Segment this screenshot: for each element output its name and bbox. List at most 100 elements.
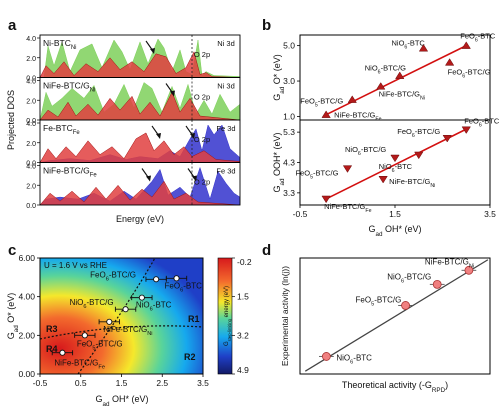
panel-b-scaling: NiO6-BTC FeO6-BTC NiO6-BTC/G FeO6-BTC/G NiFe… (272, 32, 500, 238)
pdos-arrowhead (170, 90, 175, 97)
pdos-metal-series-label: Ni 3d (217, 39, 235, 48)
panel-d-point (321, 352, 331, 361)
panel-b-bottom-point (390, 154, 400, 163)
panel-b-bottom-point (414, 151, 424, 160)
panel-b-top-point-label: NiFe-BTC/GFe (334, 111, 381, 123)
pdos-subpanel-title: NiFe-BTC/GNi (43, 81, 95, 94)
panel-b-ytick-label: 4.3 (283, 158, 295, 168)
panel-c-point-label: FeO5-BTC/G (77, 339, 123, 351)
panel-c-heatmap: U = 1.6 V vs RHE R1 R2 R3 R4 FeO6-BTC/G FeO6-B… (6, 253, 252, 406)
panel-c-ylabel: Gad O* (eV) (6, 293, 20, 340)
panel-b-xtick-label: 1.5 (389, 209, 401, 219)
panel-d-point-label: NiO6-BTC (336, 353, 372, 365)
panel-d-frame (299, 257, 491, 375)
heatmap-boundary-2 (40, 325, 203, 340)
panel-d-activity: NiFe-BTC/GNi NiO6-BTC/G FeO5-BTC/G NiO6-BTC… (280, 257, 491, 394)
panel-a-ylabel: Projected DOS (6, 90, 16, 150)
pdos-ytick-label: 4.0 (26, 121, 36, 128)
panel-b-top-point (347, 95, 357, 103)
pdos-o2p-area (40, 132, 240, 163)
pdos-arrowhead (146, 175, 151, 182)
pdos-o2p-area (40, 180, 240, 205)
panel-c-xtick-label: -0.5 (33, 378, 48, 388)
panel-b-bottom-point (321, 195, 331, 204)
pdos-o2p-series-label: O 2p (194, 135, 210, 144)
panel-c-ytick-label: 4.00 (18, 292, 35, 302)
panel-a-pdos: Ni-BTCNi Ni 3d O 2p 0.0 2.0 4.0 NiFe-BTC/GNi Ni… (6, 34, 241, 224)
panel-c-point-label: NiO6-BTC/G (70, 298, 114, 310)
pdos-ytick-label: 0.0 (26, 118, 36, 125)
panel-d-point-label: NiO6-BTC/G (387, 272, 431, 284)
panel-c-point-label: NiO6-BTC (136, 301, 172, 313)
pdos-metal-series-label: Fe 3d (216, 167, 235, 176)
panel-c-point (153, 276, 160, 283)
pdos-ytick-label: 0.0 (26, 161, 36, 168)
pdos-ytick-label: 2.0 (26, 56, 36, 63)
colorbar-tick-label: -0.2 (237, 257, 252, 267)
pdos-ytick-label: 4.0 (26, 36, 36, 43)
panel-b-top-point (321, 110, 331, 118)
panel-d-point (464, 265, 474, 275)
pdos-subpanel-frame (39, 162, 241, 206)
panel-b-top-point-label: NiFe-BTC/GNi (379, 89, 425, 101)
panel-c-region-label: R3 (46, 324, 58, 334)
panel-b-xtick-label: 3.5 (484, 209, 496, 219)
panel-c-xtick-label: 1.5 (116, 378, 128, 388)
panel-c-ytick-label: 0.00 (18, 369, 35, 379)
panel-b-top-point-label: FeO6-BTC/G (448, 67, 491, 79)
colorbar-tick-label: 1.5 (237, 292, 249, 302)
pdos-metal-series-label: Ni 3d (217, 82, 235, 91)
panel-b-ytick-label: 5.3 (283, 127, 295, 137)
panel-c-annotation: U = 1.6 V vs RHE (44, 261, 107, 270)
panel-b-xtick-label: -0.5 (293, 209, 308, 219)
panel-b-bottom-point-label: NiO6-BTC/G (345, 145, 386, 157)
pdos-o2p-series-label: O 2p (194, 178, 210, 187)
panel-c-xtick-label: 2.5 (156, 378, 168, 388)
panel-label-c: c (8, 242, 16, 259)
panel-c-ytick-label: 2.00 (18, 330, 35, 340)
panel-b-bottom-point (378, 176, 388, 184)
pdos-arrowhead (190, 133, 195, 139)
panel-c-point-label: FeO6-BTC (165, 281, 203, 293)
panel-b-xlabel: Gad OH* (eV) (368, 224, 421, 238)
pdos-ytick-label: 0.0 (26, 76, 36, 83)
pdos-ytick-label: 2.0 (26, 141, 36, 148)
panel-b-top-point (461, 41, 471, 49)
panel-c-point-label: NiFe-BTC/GNi (103, 325, 152, 337)
panel-b-top-point (376, 82, 386, 90)
colorbar (217, 257, 233, 375)
panel-b-top-point (418, 44, 429, 52)
panel-b-bottom-point (461, 126, 471, 134)
panel-b-bottom-point-label: NiFe-BTC/GFe (324, 202, 371, 214)
panel-c-point (106, 318, 113, 325)
pdos-subpanel-title: NiFe-BTC/GFe (43, 166, 97, 179)
panel-a-xlabel: Energy (eV) (116, 214, 164, 224)
panel-b-top-point-label: FeO6-BTC (460, 32, 496, 44)
panel-b-bottom-fit-line (325, 128, 467, 200)
panel-label-a: a (8, 17, 17, 34)
pdos-ytick-label: 4.0 (26, 164, 36, 171)
panel-d-fit-line (304, 259, 489, 372)
panel-c-point (122, 306, 129, 313)
panel-c-point (173, 275, 180, 282)
panel-d-ylabel: Experimental activity (ln(j)) (280, 266, 290, 366)
panel-b-bottom-point (442, 135, 452, 143)
pdos-arrowhead (192, 175, 197, 182)
pdos-o2p-area (40, 91, 240, 121)
colorbar-label: Gstep-limiting energy (eV) (224, 286, 232, 346)
colorbar-tick-label: 4.9 (237, 365, 249, 375)
panel-label-d: d (262, 242, 271, 259)
heatmap-boundary-1 (77, 258, 156, 374)
panel-b-bottom-point-label: NiFe-BTC/GNi (389, 177, 435, 189)
panel-b-top-point-label: NiO6-BTC (392, 38, 426, 50)
pdos-subpanel-title: Fe-BTCFe (43, 123, 80, 136)
pdos-ytick-label: 4.0 (26, 79, 36, 86)
panel-b-bottom-point-label: FeO6-BTC (464, 117, 500, 129)
panel-c-ytick-label: 6.00 (18, 253, 35, 263)
panel-b-top-fit-line (325, 44, 467, 116)
colorbar-tick-label: 3.2 (237, 330, 249, 340)
panel-c-point (59, 349, 66, 356)
panel-b-bottom-point-label: FeO5-BTC/G (296, 169, 339, 181)
panel-c-xlabel: Gad OH* (eV) (95, 394, 148, 406)
